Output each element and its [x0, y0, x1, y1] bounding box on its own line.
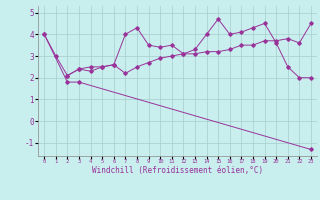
X-axis label: Windchill (Refroidissement éolien,°C): Windchill (Refroidissement éolien,°C): [92, 166, 263, 175]
